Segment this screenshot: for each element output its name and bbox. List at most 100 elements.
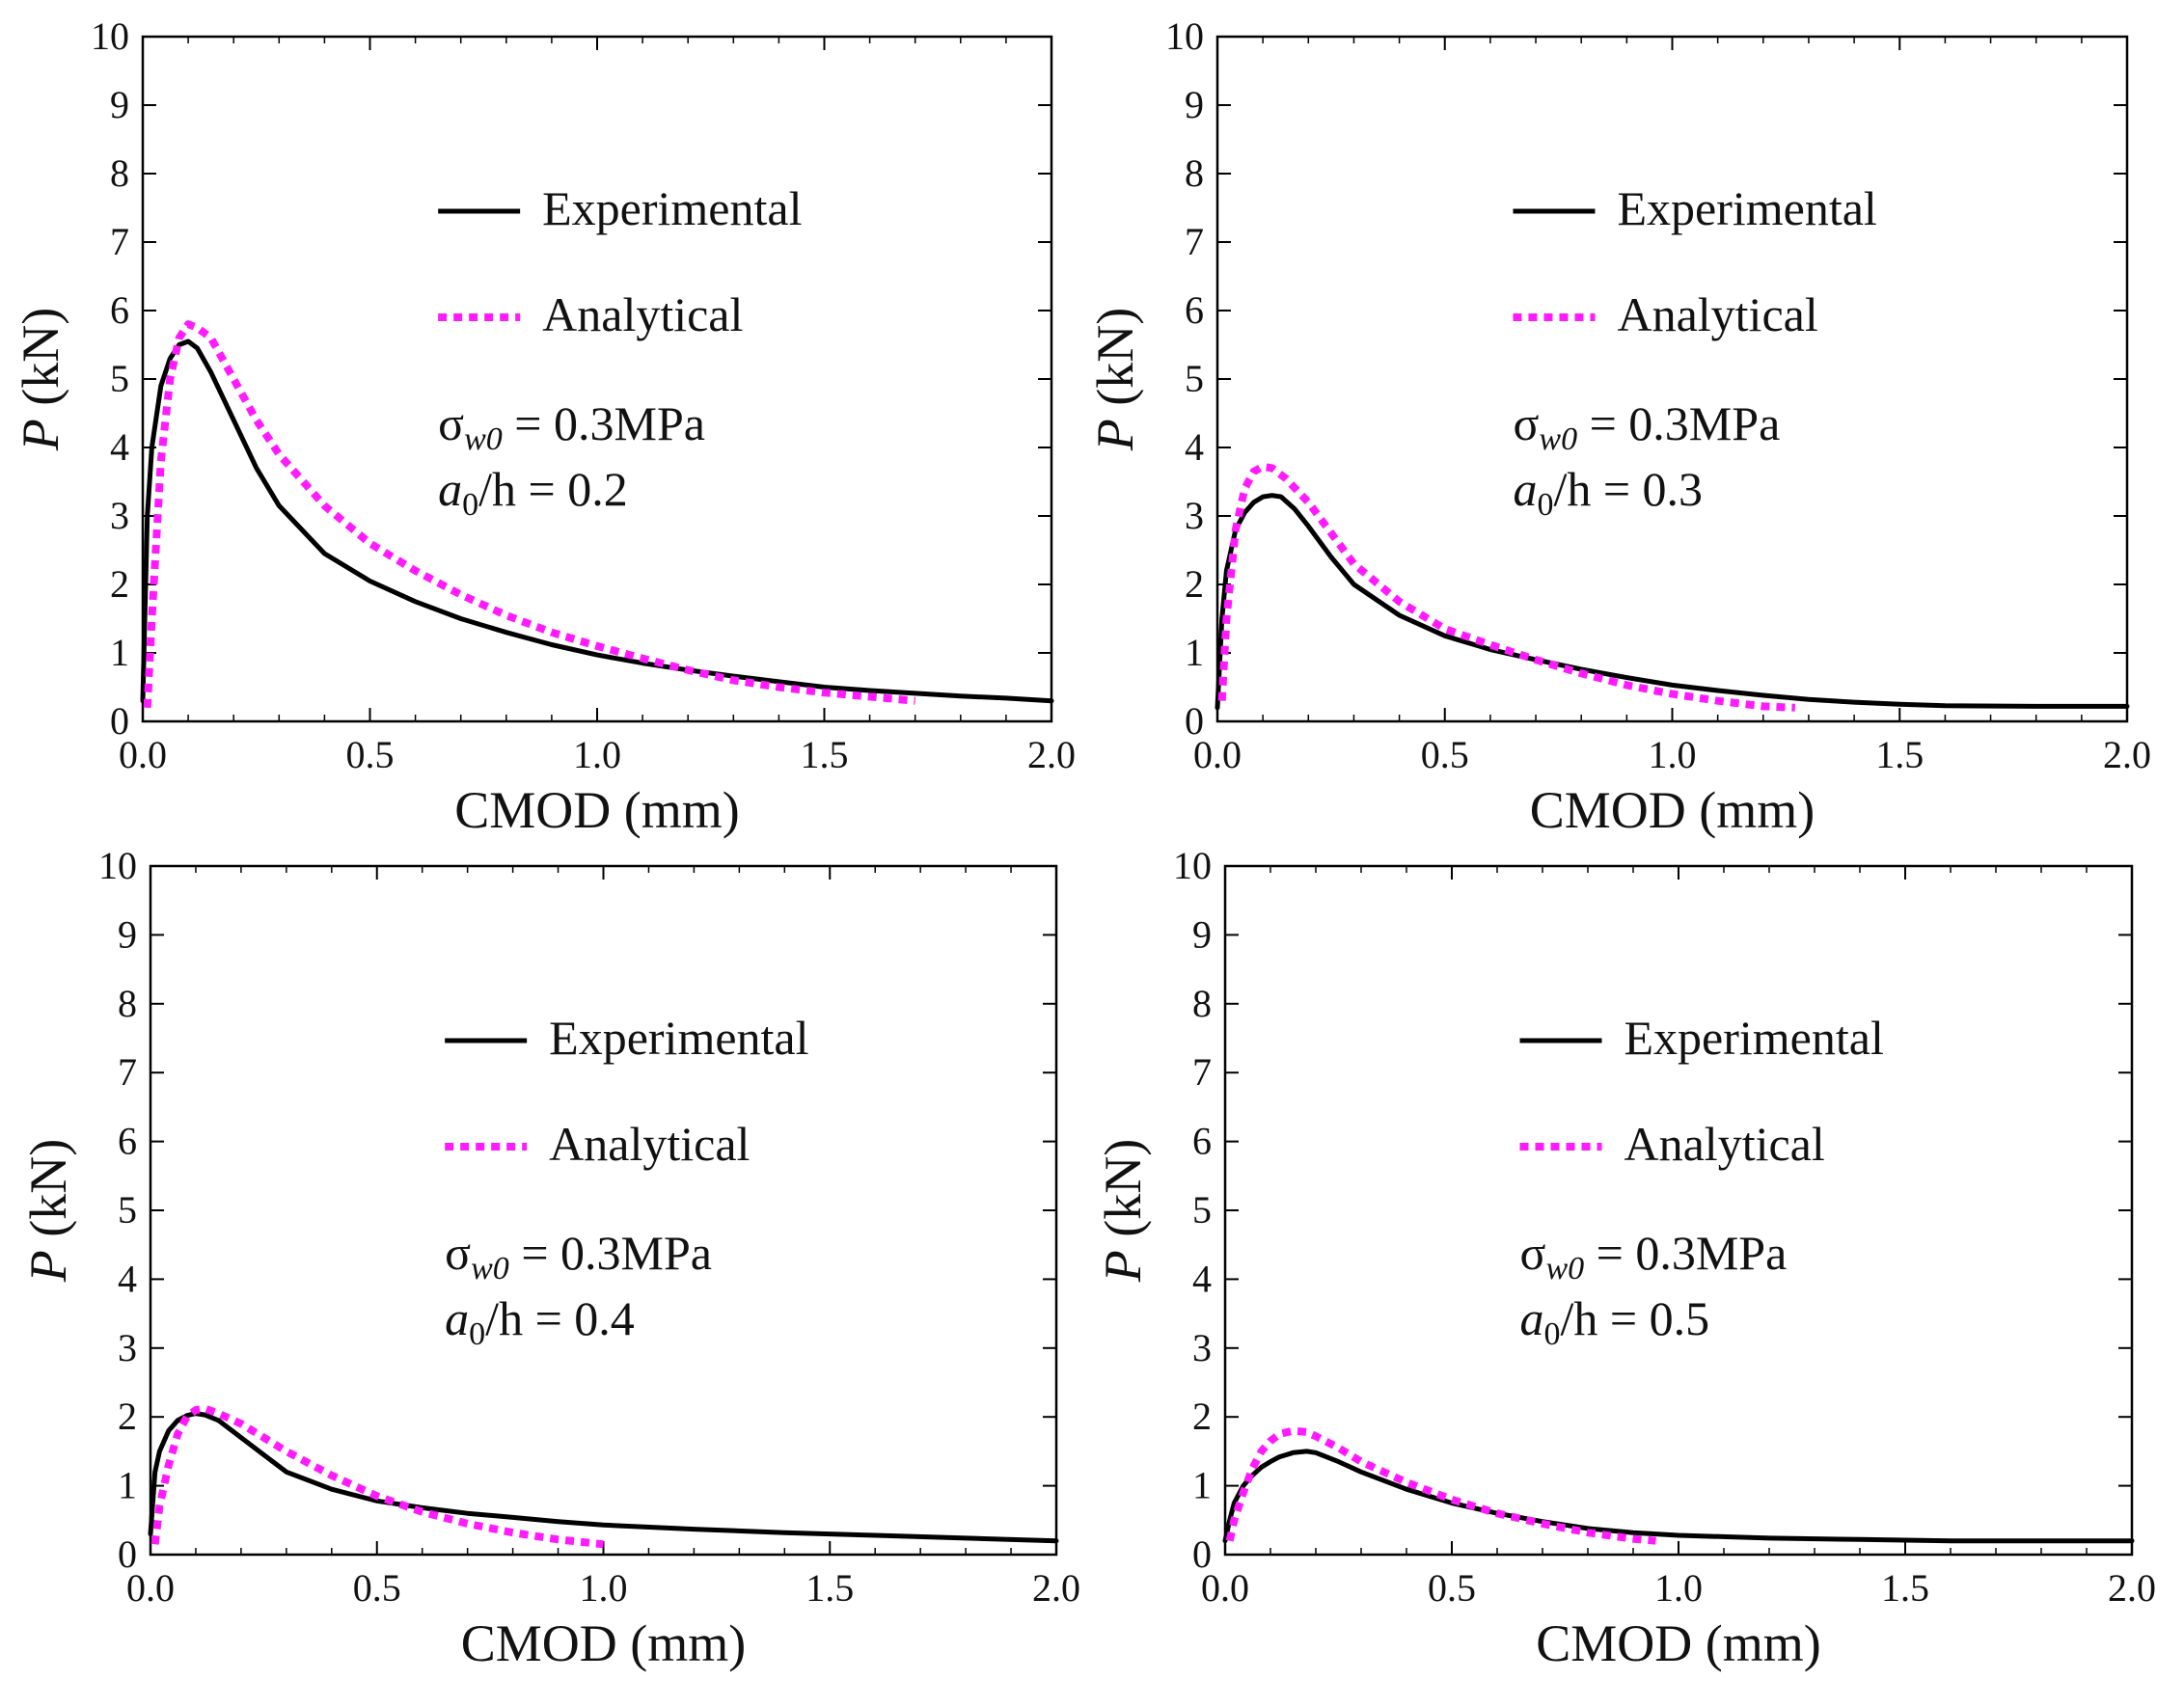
annotation-sigma-subscript: w0 xyxy=(471,1251,509,1287)
series-line-experimental xyxy=(1215,493,2130,711)
x-tick-label: 1.0 xyxy=(1654,1566,1703,1610)
x-tick-label: 0.5 xyxy=(1428,1566,1476,1610)
annotation-ratio-value: /h = 0.3 xyxy=(1553,462,1703,516)
annotation-ratio: a0/h = 0.2 xyxy=(438,462,628,523)
y-tick-label: 1 xyxy=(110,631,129,674)
annotation-ratio-a: a xyxy=(445,1291,469,1345)
annotation-sigma: σw0 = 0.3MPa xyxy=(445,1226,712,1287)
y-tick-label: 0 xyxy=(1192,1532,1212,1576)
y-axis-label-symbol: P xyxy=(1094,1250,1152,1283)
x-tick-label: 1.5 xyxy=(1881,1566,1929,1610)
y-tick-label: 4 xyxy=(1185,425,1204,469)
annotation-sigma: σw0 = 0.3MPa xyxy=(1520,1226,1788,1287)
x-tick-label: 0.5 xyxy=(1421,733,1469,776)
annotation-ratio-subscript: 0 xyxy=(469,1316,485,1352)
y-axis-label: P (kN) xyxy=(1094,1139,1152,1283)
x-axis-label: CMOD (mm) xyxy=(1530,781,1815,839)
annotation-sigma-symbol: σ xyxy=(1513,396,1539,450)
y-tick-label: 0 xyxy=(110,699,129,743)
legend-label-analytical: Analytical xyxy=(549,1117,750,1171)
annotation-ratio: a0/h = 0.5 xyxy=(1520,1291,1710,1352)
x-tick-label: 1.0 xyxy=(573,733,621,776)
y-axis-label: P (kN) xyxy=(19,1139,77,1283)
y-axis-label: P (kN) xyxy=(12,308,69,451)
annotation-sigma-subscript: w0 xyxy=(464,421,503,457)
y-axis-label-symbol: P xyxy=(19,1250,77,1283)
x-tick-label: 2.0 xyxy=(1032,1566,1080,1610)
y-tick-label: 5 xyxy=(118,1188,137,1232)
series-line-analytical xyxy=(150,1404,604,1549)
x-tick-label: 0.0 xyxy=(119,733,167,776)
legend-label-experimental: Experimental xyxy=(549,1011,808,1065)
x-tick-label: 1.0 xyxy=(580,1566,628,1610)
annotation-ratio-subscript: 0 xyxy=(462,487,478,523)
annotation-sigma: σw0 = 0.3MPa xyxy=(1513,396,1780,457)
x-axis-label: CMOD (mm) xyxy=(461,1614,747,1672)
y-tick-label: 8 xyxy=(110,151,129,195)
x-tick-label: 0.0 xyxy=(1201,1566,1249,1610)
series-line-analytical xyxy=(143,320,916,709)
x-tick-label: 2.0 xyxy=(1027,733,1076,776)
annotation-sigma-value: = 0.3MPa xyxy=(1577,396,1780,450)
y-tick-label: 5 xyxy=(1185,357,1204,400)
y-tick-label: 10 xyxy=(98,844,137,887)
plot-frame xyxy=(1223,864,2134,1557)
annotation-ratio: a0/h = 0.3 xyxy=(1513,462,1703,523)
annotation-ratio-value: /h = 0.5 xyxy=(1561,1291,1710,1345)
y-tick-label: 1 xyxy=(118,1464,137,1507)
y-tick-label: 6 xyxy=(1192,1120,1212,1163)
y-tick-label: 3 xyxy=(1192,1326,1212,1369)
y-tick-label: 8 xyxy=(1192,982,1212,1025)
y-tick-label: 9 xyxy=(118,912,137,956)
x-tick-label: 2.0 xyxy=(2108,1566,2156,1610)
y-axis-label-unit: (kN) xyxy=(1086,308,1144,419)
chart-panel-4: 0 1 2 3 4 5 6 7 8 9 10 0.0 0.5 1.0 1.5 2.0 CMOD (mm) P (k… xyxy=(1094,844,2156,1672)
y-tick-label: 1 xyxy=(1185,631,1204,674)
y-tick-label: 4 xyxy=(1192,1257,1212,1300)
x-axis-label: CMOD (mm) xyxy=(1536,1614,1821,1672)
legend-label-experimental: Experimental xyxy=(1624,1011,1884,1065)
chart-panel-3: 0 1 2 3 4 5 6 7 8 9 10 0.0 0.5 1.0 1.5 2.0 CMOD (mm) P (k… xyxy=(19,844,1080,1672)
y-tick-label: 2 xyxy=(110,562,129,606)
y-tick-label: 9 xyxy=(1192,912,1212,956)
annotation-sigma-symbol: σ xyxy=(445,1226,471,1280)
annotation-ratio-a: a xyxy=(1520,1291,1544,1345)
annotation-ratio-a: a xyxy=(1513,462,1537,516)
y-tick-label: 4 xyxy=(110,425,129,469)
y-tick-label: 4 xyxy=(118,1257,137,1300)
plot-frame xyxy=(1215,35,2129,723)
y-tick-label: 10 xyxy=(1173,844,1212,887)
x-tick-label: 0.5 xyxy=(353,1566,401,1610)
x-tick-label: 0.0 xyxy=(126,1566,175,1610)
y-tick-label: 2 xyxy=(1185,562,1204,606)
y-axis-label-unit: (kN) xyxy=(19,1139,77,1250)
y-tick-label: 7 xyxy=(118,1050,137,1094)
series-line-experimental xyxy=(1222,1449,2135,1544)
x-axis-label: CMOD (mm) xyxy=(454,781,740,839)
y-axis-label: P (kN) xyxy=(1086,308,1144,451)
y-tick-label: 8 xyxy=(118,982,137,1025)
annotation-sigma-symbol: σ xyxy=(1520,1226,1546,1280)
y-tick-label: 9 xyxy=(1185,83,1204,126)
x-tick-label: 2.0 xyxy=(2103,733,2151,776)
legend-label-analytical: Analytical xyxy=(1624,1117,1825,1171)
y-tick-label: 7 xyxy=(110,220,129,263)
y-tick-label: 0 xyxy=(118,1532,137,1576)
y-tick-label: 1 xyxy=(1192,1464,1212,1507)
chart-panel-1: 0 1 2 3 4 5 6 7 8 9 10 0.0 0.5 1.0 1.5 2.0 CMOD (mm) P (k… xyxy=(12,14,1076,839)
series-line-analytical xyxy=(1217,462,1795,712)
y-tick-label: 6 xyxy=(118,1120,137,1163)
y-tick-label: 7 xyxy=(1192,1050,1212,1094)
y-tick-label: 2 xyxy=(1192,1395,1212,1438)
annotation-ratio-a: a xyxy=(438,462,462,516)
annotation-ratio: a0/h = 0.4 xyxy=(445,1291,635,1352)
annotation-ratio-subscript: 0 xyxy=(1537,487,1553,523)
legend-label-analytical: Analytical xyxy=(542,287,743,341)
y-axis-label-unit: (kN) xyxy=(12,308,69,419)
x-tick-label: 1.5 xyxy=(801,733,849,776)
y-tick-label: 9 xyxy=(110,83,129,126)
y-axis-label-symbol: P xyxy=(1086,419,1144,451)
y-tick-label: 6 xyxy=(110,288,129,332)
